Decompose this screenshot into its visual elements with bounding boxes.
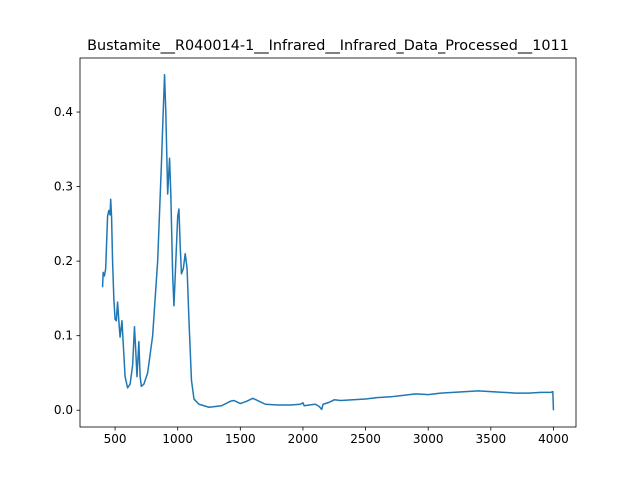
x-tick-label: 1000	[162, 432, 193, 446]
y-tick-label: 0.0	[54, 403, 73, 417]
line	[101, 74, 555, 411]
x-tick-label: 2500	[350, 432, 381, 446]
chart-title: Bustamite__R040014-1__Infrared__Infrared…	[87, 38, 569, 54]
x-tick-label: 1500	[225, 432, 256, 446]
y-tick-label: 0.3	[54, 180, 73, 194]
y-tick-label: 0.1	[54, 329, 73, 343]
x-tick-label: 3500	[476, 432, 507, 446]
x-tick-label: 4000	[538, 432, 569, 446]
x-tick-label: 500	[104, 432, 127, 446]
y-tick-label: 0.4	[54, 105, 73, 119]
x-tick-label: 2000	[288, 432, 319, 446]
x-tick-label: 3000	[413, 432, 444, 446]
axes-frame	[79, 57, 577, 428]
y-tick-label: 0.2	[54, 254, 73, 268]
